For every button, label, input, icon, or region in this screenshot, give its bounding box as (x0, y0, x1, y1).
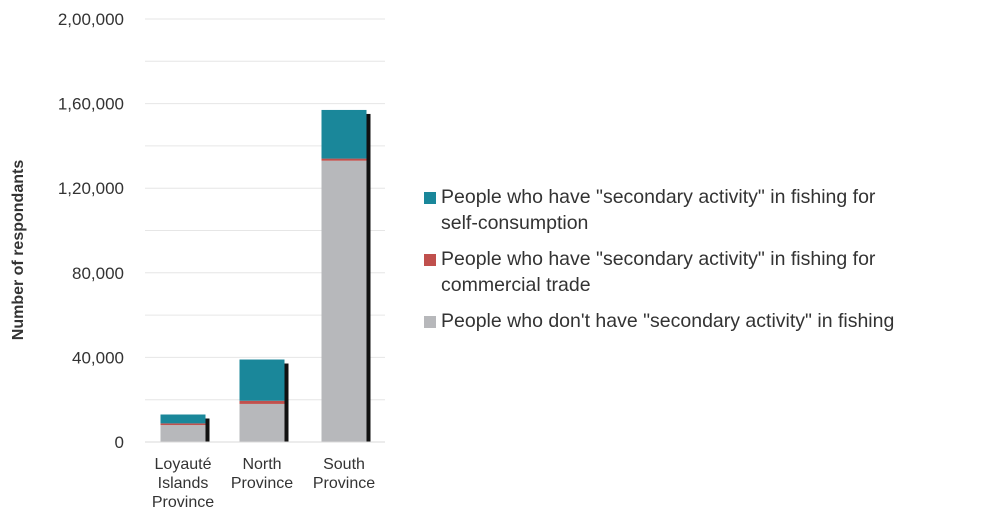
legend-item: People who don't have "secondary activit… (424, 308, 999, 334)
bar-segment-1-2 (321, 158, 367, 161)
bar-shadow (205, 418, 210, 442)
bar-segment-2-0 (160, 414, 206, 424)
bar-shadow (366, 113, 371, 442)
x-axis: Loyauté Islands Province North Province South… (145, 441, 385, 511)
gridlines (145, 18, 385, 401)
legend: People who have "secondary activity" in … (424, 184, 999, 344)
y-axis-ticks: 0 40,000 80,000 1,20,000 1,60,000 2,00,000 (58, 10, 124, 452)
x-category-label: Province (313, 475, 375, 492)
x-category-label: Province (231, 475, 293, 492)
bar-segment-2-1 (239, 359, 285, 401)
legend-label: commercial trade (441, 274, 591, 296)
legend-swatch (424, 192, 436, 204)
bar-segment-1-1 (239, 400, 285, 404)
legend-item: People who have "secondary activity" in … (424, 246, 999, 298)
x-category-label: North (242, 456, 281, 473)
bar-segment-0-1 (239, 403, 285, 442)
y-tick-label: 1,20,000 (58, 179, 124, 198)
y-tick-label: 2,00,000 (58, 10, 124, 29)
legend-item: People who have "secondary activity" in … (424, 184, 999, 236)
y-tick-label: 0 (115, 433, 124, 452)
legend-label: People who don't have "secondary activit… (441, 310, 895, 332)
x-category-label: Islands (158, 475, 209, 492)
legend-swatch (424, 316, 436, 328)
y-axis-label: Number of respondants (10, 160, 27, 341)
bar-segment-1-0 (160, 423, 206, 426)
legend-swatch (424, 254, 436, 266)
bar-segment-2-2 (321, 109, 367, 159)
x-category-label: Province (152, 494, 214, 511)
legend-label: self-consumption (441, 212, 589, 234)
y-tick-label: 80,000 (72, 264, 124, 283)
y-tick-label: 40,000 (72, 348, 124, 367)
bar-segment-0-2 (321, 160, 367, 442)
bar-segment-0-0 (160, 425, 206, 442)
bars (160, 109, 371, 442)
bar-shadow (284, 363, 289, 442)
x-category-label: South (323, 456, 365, 473)
y-tick-label: 1,60,000 (58, 95, 124, 114)
legend-label: People who have "secondary activity" in … (441, 248, 876, 270)
legend-label: People who have "secondary activity" in … (441, 186, 876, 208)
x-category-label: Loyauté (155, 456, 212, 473)
